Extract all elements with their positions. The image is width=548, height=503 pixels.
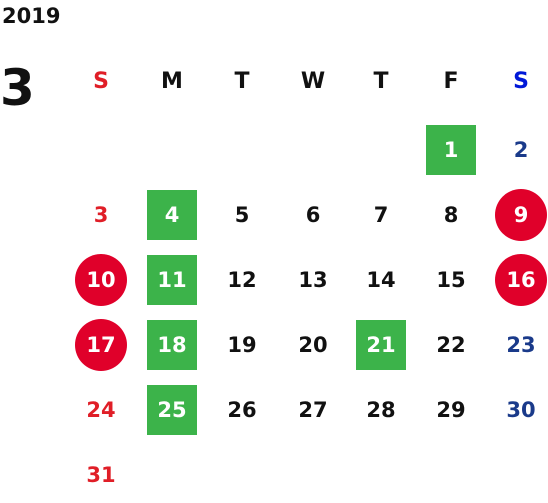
day-12[interactable]: 12 — [227, 268, 257, 292]
day-25[interactable]: 25 — [147, 385, 197, 435]
weekday-thursday: T — [373, 68, 389, 94]
weekday-sunday: S — [93, 68, 109, 94]
year-label: 2019 — [2, 4, 61, 28]
weekday-saturday: S — [513, 68, 529, 94]
day-24[interactable]: 24 — [86, 398, 116, 422]
day-10[interactable]: 10 — [75, 254, 127, 306]
day-3[interactable]: 3 — [93, 203, 109, 227]
month-number: 3 — [0, 59, 35, 117]
day-29[interactable]: 29 — [436, 398, 466, 422]
day-2[interactable]: 2 — [513, 138, 529, 162]
day-19[interactable]: 19 — [227, 333, 257, 357]
weekday-tuesday: T — [234, 68, 250, 94]
day-26[interactable]: 26 — [227, 398, 257, 422]
weekday-monday: M — [161, 68, 183, 94]
day-4[interactable]: 4 — [147, 190, 197, 240]
weekday-wednesday: W — [300, 68, 326, 94]
day-5[interactable]: 5 — [234, 203, 250, 227]
day-14[interactable]: 14 — [366, 268, 396, 292]
day-17[interactable]: 17 — [75, 319, 127, 371]
day-20[interactable]: 20 — [298, 333, 328, 357]
day-21[interactable]: 21 — [356, 320, 406, 370]
day-22[interactable]: 22 — [436, 333, 466, 357]
day-23[interactable]: 23 — [506, 333, 536, 357]
day-15[interactable]: 15 — [436, 268, 466, 292]
day-30[interactable]: 30 — [506, 398, 536, 422]
day-8[interactable]: 8 — [443, 203, 459, 227]
day-7[interactable]: 7 — [373, 203, 389, 227]
day-9[interactable]: 9 — [495, 189, 547, 241]
day-28[interactable]: 28 — [366, 398, 396, 422]
day-13[interactable]: 13 — [298, 268, 328, 292]
day-6[interactable]: 6 — [305, 203, 321, 227]
day-1[interactable]: 1 — [426, 125, 476, 175]
day-27[interactable]: 27 — [298, 398, 328, 422]
day-18[interactable]: 18 — [147, 320, 197, 370]
day-31[interactable]: 31 — [86, 463, 116, 487]
day-16[interactable]: 16 — [495, 254, 547, 306]
day-11[interactable]: 11 — [147, 255, 197, 305]
weekday-friday: F — [443, 68, 459, 94]
